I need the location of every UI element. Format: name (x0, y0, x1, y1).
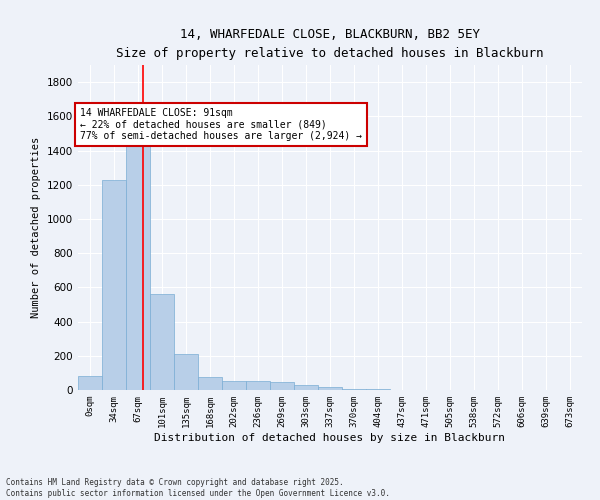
Bar (318, 388, 342, 390)
Bar (294, 385, 318, 390)
X-axis label: Distribution of detached houses by size in Blackburn: Distribution of detached houses by size … (155, 432, 505, 442)
Bar (78, 376, 102, 390)
Bar (174, 354, 198, 390)
Bar (246, 382, 270, 390)
Y-axis label: Number of detached properties: Number of detached properties (31, 137, 41, 318)
Bar (270, 382, 294, 390)
Bar (126, 132, 150, 390)
Bar (150, 294, 174, 390)
Title: 14, WHARFEDALE CLOSE, BLACKBURN, BB2 5EY
Size of property relative to detached h: 14, WHARFEDALE CLOSE, BLACKBURN, BB2 5EY… (116, 28, 544, 60)
Bar (102, 180, 126, 390)
Bar (198, 377, 222, 390)
Bar (222, 380, 246, 390)
Text: 14 WHARFEDALE CLOSE: 91sqm
← 22% of detached houses are smaller (849)
77% of sem: 14 WHARFEDALE CLOSE: 91sqm ← 22% of deta… (80, 108, 362, 141)
Text: Contains HM Land Registry data © Crown copyright and database right 2025.
Contai: Contains HM Land Registry data © Crown c… (6, 478, 390, 498)
Bar (342, 389, 366, 390)
